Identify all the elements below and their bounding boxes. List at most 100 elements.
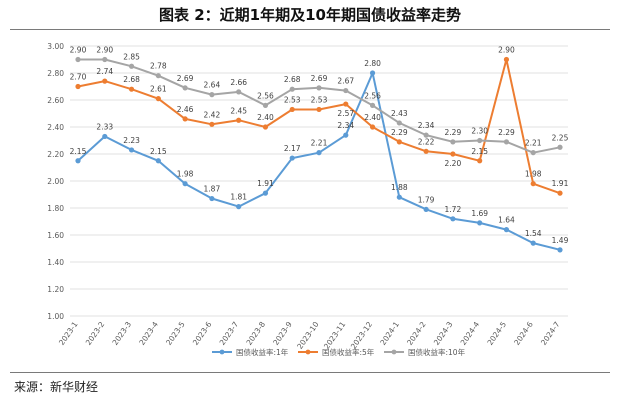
series-point <box>316 106 322 113</box>
data-label: 2.30 <box>471 127 488 136</box>
data-label: 2.70 <box>70 73 87 82</box>
data-label: 1.98 <box>177 170 194 179</box>
series-point <box>530 181 536 187</box>
x-tick-label: 2024-3 <box>432 320 455 347</box>
series-point <box>477 220 483 226</box>
series-point <box>102 56 108 63</box>
legend-marker <box>305 349 311 355</box>
series-point <box>477 158 483 164</box>
y-tick-label: 1.20 <box>47 285 64 294</box>
y-tick-label: 1.60 <box>47 231 64 240</box>
legend-label: 国债收益率:5年 <box>322 347 375 357</box>
series-point <box>262 124 269 130</box>
series-point <box>209 195 215 202</box>
series-point <box>155 158 161 164</box>
series-point <box>450 139 456 145</box>
series-point <box>530 240 536 246</box>
x-tick-label: 2023-3 <box>111 320 134 347</box>
data-label: 2.46 <box>177 105 194 114</box>
series-point <box>450 151 456 157</box>
data-label: 1.54 <box>525 229 542 238</box>
series-point <box>450 216 456 222</box>
data-label: 2.20 <box>445 159 462 168</box>
series-point <box>182 181 188 187</box>
series-point <box>128 147 135 153</box>
x-tick-label: 2024-5 <box>485 320 508 347</box>
data-label: 1.79 <box>418 195 435 204</box>
x-tick-label: 2023-5 <box>164 320 187 347</box>
data-label: 2.69 <box>311 74 328 83</box>
page-title: 图表 2：近期1年期及10年期国债收益率走势 <box>159 6 461 24</box>
data-label: 2.29 <box>445 128 462 137</box>
x-tick-label: 2024-6 <box>512 320 535 347</box>
legend-label: 国债收益率:1年 <box>236 347 289 357</box>
data-label: 2.74 <box>96 67 113 76</box>
data-label: 2.34 <box>337 121 354 130</box>
series-point <box>155 96 161 102</box>
series-point <box>262 102 269 108</box>
series-point <box>289 86 295 92</box>
data-label: 2.45 <box>230 106 247 115</box>
y-tick-label: 2.40 <box>47 123 64 132</box>
series-point <box>128 63 135 69</box>
series-point <box>209 121 215 127</box>
y-tick-label: 1.80 <box>47 204 64 213</box>
data-label: 2.21 <box>311 139 328 148</box>
x-tick-label: 2023-6 <box>191 320 214 347</box>
data-label: 2.66 <box>230 78 247 87</box>
series-point <box>102 78 108 84</box>
chart-series <box>75 56 563 253</box>
y-tick-label: 2.60 <box>47 96 64 105</box>
series-point <box>316 85 322 91</box>
data-label: 1.98 <box>525 170 542 179</box>
series-point <box>369 102 376 108</box>
y-tick-label: 2.20 <box>47 150 64 159</box>
legend-label: 国债收益率:10年 <box>408 347 466 357</box>
x-tick-label: 2023-2 <box>84 320 107 347</box>
data-label: 1.69 <box>471 209 488 218</box>
data-label: 2.33 <box>96 122 113 131</box>
data-label: 2.34 <box>418 121 435 130</box>
series-point <box>236 117 242 123</box>
data-label: 2.23 <box>123 136 140 145</box>
top-divider <box>10 29 610 30</box>
series-point <box>396 139 402 145</box>
y-tick-label: 2.00 <box>47 177 64 186</box>
data-label: 1.91 <box>552 179 569 188</box>
series-point <box>343 101 349 107</box>
data-label: 2.53 <box>311 95 328 104</box>
series-point <box>236 204 242 210</box>
data-label: 1.88 <box>391 183 408 192</box>
data-label: 2.42 <box>204 110 221 119</box>
series-point <box>396 194 402 200</box>
x-tick-label: 2023-8 <box>244 320 267 347</box>
series-point <box>102 133 108 140</box>
series-point <box>369 124 376 130</box>
data-labels: 2.90 2.70 2.15 2.90 2.74 2.33 2.85 2.68 2.23 2.78… <box>70 46 569 245</box>
x-tick-label: 2024-1 <box>378 320 401 347</box>
series-point <box>316 150 322 156</box>
data-label: 2.22 <box>418 137 435 146</box>
series-point <box>557 247 563 253</box>
series-point <box>75 158 81 164</box>
y-tick-label: 3.00 <box>47 42 64 51</box>
series-point <box>503 139 510 145</box>
x-tick-label: 2024-4 <box>459 320 482 347</box>
data-label: 2.90 <box>498 46 515 55</box>
x-tick-label: 2023-4 <box>137 320 160 347</box>
legend-marker <box>391 349 397 355</box>
series-point <box>182 116 188 122</box>
series-point <box>503 227 510 233</box>
data-label: 1.49 <box>552 236 569 245</box>
series-point <box>343 87 349 94</box>
series-point <box>343 132 349 138</box>
data-label: 1.72 <box>445 205 462 214</box>
y-tick-label: 1.40 <box>47 258 64 267</box>
x-tick-label: 2023-10 <box>295 320 320 351</box>
data-label: 1.81 <box>230 193 247 202</box>
data-label: 2.67 <box>337 77 354 86</box>
data-label: 2.56 <box>364 91 381 100</box>
series-point <box>503 56 510 63</box>
data-label: 2.17 <box>284 144 301 153</box>
data-label: 2.15 <box>70 147 87 156</box>
